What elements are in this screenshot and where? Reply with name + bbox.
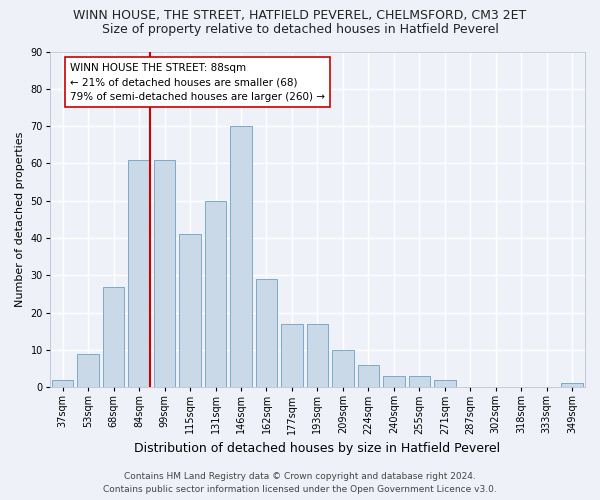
Bar: [434, 380, 455, 387]
Bar: [383, 376, 405, 387]
Bar: [179, 234, 201, 387]
Bar: [154, 160, 175, 387]
Bar: [281, 324, 303, 387]
Bar: [52, 380, 73, 387]
Bar: [562, 384, 583, 387]
Text: WINN HOUSE THE STREET: 88sqm
← 21% of detached houses are smaller (68)
79% of se: WINN HOUSE THE STREET: 88sqm ← 21% of de…: [70, 62, 325, 102]
Y-axis label: Number of detached properties: Number of detached properties: [15, 132, 25, 307]
X-axis label: Distribution of detached houses by size in Hatfield Peverel: Distribution of detached houses by size …: [134, 442, 500, 455]
Bar: [307, 324, 328, 387]
Bar: [332, 350, 354, 387]
Bar: [358, 365, 379, 387]
Bar: [103, 286, 124, 387]
Text: Size of property relative to detached houses in Hatfield Peverel: Size of property relative to detached ho…: [101, 22, 499, 36]
Bar: [205, 200, 226, 387]
Bar: [128, 160, 150, 387]
Text: WINN HOUSE, THE STREET, HATFIELD PEVEREL, CHELMSFORD, CM3 2ET: WINN HOUSE, THE STREET, HATFIELD PEVEREL…: [73, 9, 527, 22]
Bar: [409, 376, 430, 387]
Bar: [77, 354, 99, 387]
Bar: [256, 279, 277, 387]
Text: Contains HM Land Registry data © Crown copyright and database right 2024.
Contai: Contains HM Land Registry data © Crown c…: [103, 472, 497, 494]
Bar: [230, 126, 252, 387]
